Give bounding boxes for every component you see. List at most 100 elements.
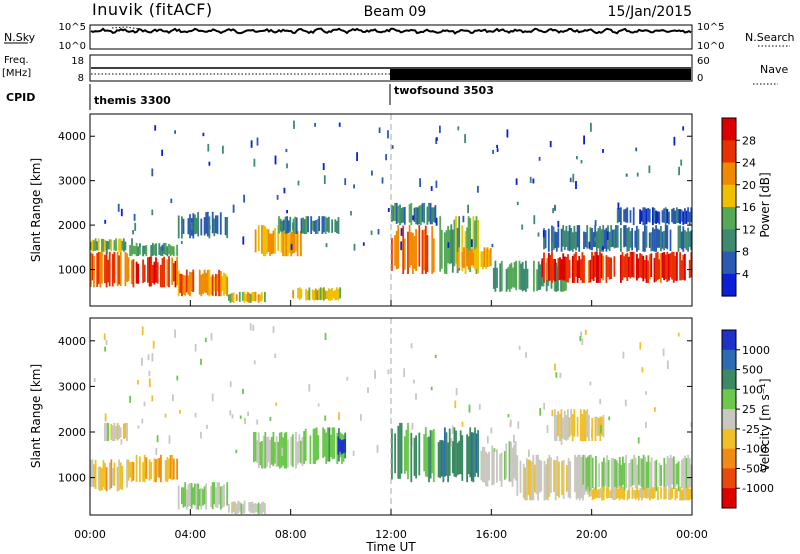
heatmap-cell	[397, 225, 400, 269]
heatmap-cell	[105, 251, 108, 288]
heatmap-cell	[260, 502, 263, 514]
heatmap-cell	[94, 459, 97, 489]
heatmap-cell	[598, 463, 600, 487]
heatmap-cell	[362, 242, 365, 246]
heatmap-cell	[618, 208, 621, 222]
heatmap-cell	[270, 437, 273, 465]
heatmap-cell	[610, 458, 613, 492]
heatmap-cell	[615, 460, 618, 492]
heatmap-cell	[171, 454, 174, 481]
heatmap-cell	[590, 122, 592, 132]
heatmap-cell	[181, 216, 183, 239]
heatmap-cell	[418, 432, 421, 476]
heatmap-cell	[195, 483, 198, 510]
heatmap-cell	[679, 252, 681, 281]
heatmap-cell	[588, 414, 590, 442]
heatmap-cell	[629, 251, 632, 279]
heatmap-cell	[407, 422, 409, 480]
heatmap-cell	[639, 342, 642, 350]
heatmap-cell	[533, 215, 536, 225]
heatmap-cell	[169, 245, 172, 257]
heatmap-cell	[614, 459, 616, 490]
heatmap-cell	[305, 216, 308, 234]
heatmap-cell	[122, 423, 125, 439]
colorbar-tick-label: 1000	[742, 344, 770, 357]
heatmap-cell	[551, 242, 553, 251]
heatmap-cell	[578, 256, 581, 278]
heatmap-cell	[653, 208, 656, 224]
heatmap-cell	[161, 246, 164, 257]
heatmap-cell	[573, 253, 576, 283]
heatmap-cell	[182, 275, 185, 295]
heatmap-cell	[307, 216, 309, 233]
heatmap-cell	[680, 231, 683, 250]
freq-label-line1: Freq.	[4, 55, 29, 66]
colorbar-tick-label: -25	[742, 423, 760, 436]
heatmap-cell	[464, 134, 466, 144]
heatmap-cell	[632, 207, 635, 226]
heatmap-cell	[430, 186, 433, 191]
heatmap-cell	[505, 268, 508, 292]
heatmap-cell	[637, 455, 640, 485]
heatmap-cell	[618, 486, 621, 501]
heatmap-cell	[124, 251, 127, 287]
heatmap-cell	[118, 425, 120, 439]
heatmap-cell	[148, 370, 151, 376]
colorbar-tick-label: 4	[742, 268, 749, 281]
heatmap-cell	[672, 251, 675, 283]
heatmap-cell	[249, 323, 252, 331]
heatmap-cell	[423, 229, 426, 271]
heatmap-cell	[205, 483, 208, 510]
heatmap-cell	[602, 225, 605, 252]
heatmap-cell	[180, 240, 183, 244]
heatmap-cell	[684, 253, 686, 281]
heatmap-cell	[496, 267, 498, 288]
heatmap-cell	[685, 231, 688, 251]
heatmap-cell	[674, 256, 677, 281]
heatmap-cell	[147, 354, 150, 361]
heatmap-cell	[297, 180, 300, 186]
heatmap-cell	[477, 219, 479, 274]
heatmap-cell	[262, 435, 265, 469]
heatmap-cell	[211, 211, 214, 234]
heatmap-cell	[403, 207, 406, 225]
heatmap-cell	[317, 435, 320, 460]
cpid-row: CPID themis 3300 twofsound 3503	[6, 84, 494, 110]
heatmap-cell	[344, 439, 346, 453]
heatmap-cell	[232, 204, 235, 213]
heatmap-cell	[623, 209, 625, 222]
heatmap-cell	[142, 462, 144, 482]
heatmap-cell	[483, 247, 486, 268]
heatmap-cell	[620, 207, 622, 226]
heatmap-cell	[194, 412, 197, 418]
heatmap-cell	[451, 425, 454, 434]
heatmap-cell	[108, 251, 111, 287]
heatmap-cell	[641, 367, 644, 373]
heatmap-cell	[262, 225, 265, 257]
heatmap-cell	[639, 458, 642, 487]
heatmap-cell	[156, 458, 159, 478]
heatmap-cell	[472, 432, 475, 483]
heatmap-cell	[581, 414, 584, 442]
heatmap-cell	[486, 247, 489, 267]
heatmap-cell	[190, 272, 193, 292]
heatmap-cell	[642, 454, 645, 492]
heatmap-cell	[644, 207, 646, 225]
beam-title: Beam 09	[364, 4, 427, 20]
heatmap-cell	[639, 209, 641, 224]
heatmap-cell	[124, 241, 127, 251]
heatmap-cell	[458, 216, 461, 271]
heatmap-cell	[274, 155, 277, 165]
heatmap-cell	[120, 439, 123, 445]
heatmap-cell	[394, 235, 396, 266]
heatmap-cell	[596, 416, 598, 436]
heatmap-cell	[565, 225, 568, 247]
heatmap-cell	[403, 368, 406, 377]
heatmap-cell	[625, 173, 628, 177]
heatmap-cell	[185, 269, 188, 293]
heatmap-cell	[391, 238, 393, 271]
heatmap-cell	[134, 246, 136, 255]
heatmap-cell	[205, 272, 208, 294]
heatmap-cell	[526, 458, 528, 501]
heatmap-cell	[135, 261, 138, 284]
